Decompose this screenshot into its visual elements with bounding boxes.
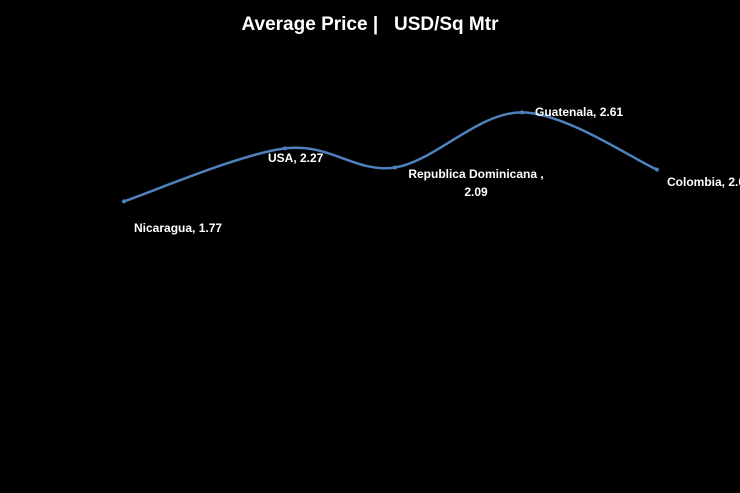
data-label-colombia: Colombia, 2.07: [667, 175, 740, 189]
data-point-republica-dominicana: [393, 165, 397, 170]
data-label-usa: USA, 2.27: [268, 151, 324, 165]
series-line: [122, 111, 659, 203]
data-point-nicaragua: [122, 199, 126, 204]
data-label-republica-dominicana: Republica Dominicana , 2.09: [408, 167, 543, 199]
data-point-guatenala: [520, 110, 524, 115]
data-point-colombia: [655, 167, 659, 172]
data-label-guatenala: Guatenala, 2.61: [535, 105, 623, 119]
data-point-usa: [283, 146, 287, 151]
chart-title: Average Price | USD/Sq Mtr: [241, 14, 499, 35]
data-label-nicaragua: Nicaragua, 1.77: [134, 221, 222, 235]
